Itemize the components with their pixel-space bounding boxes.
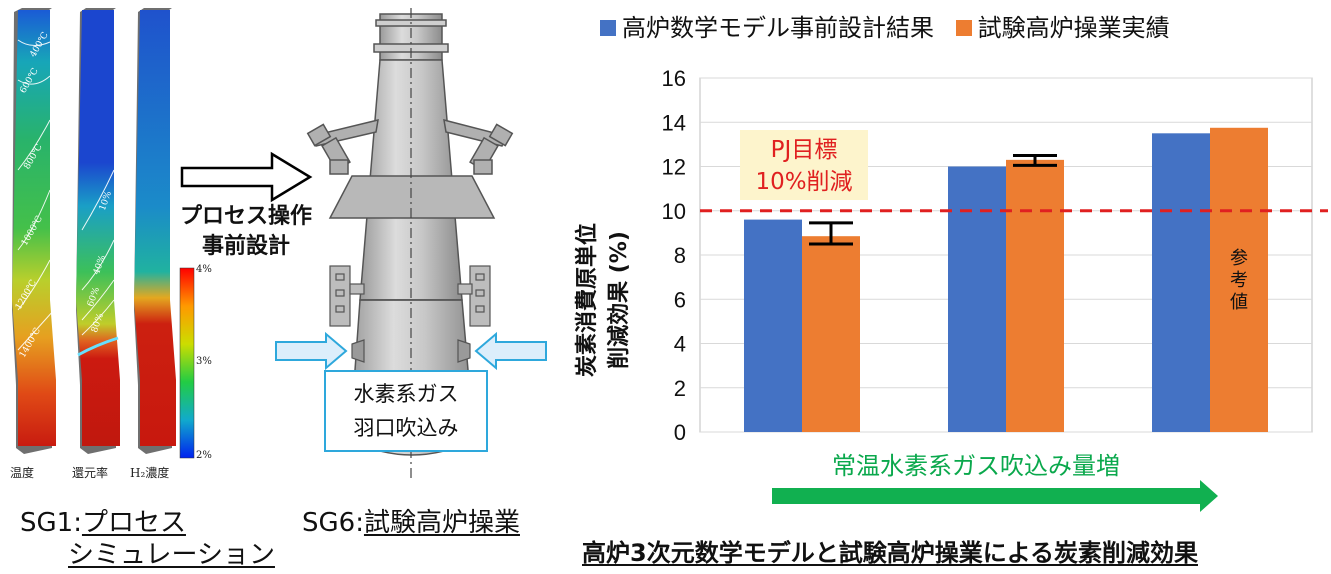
arrow-label-line: 事前設計 — [201, 234, 290, 259]
bar-1-3 — [1152, 133, 1210, 432]
x-axis-label: 常温水素系ガス吹込み量増 — [832, 452, 1120, 480]
bar-2-3 — [1210, 127, 1268, 432]
bar-2-2 — [1006, 159, 1064, 433]
reduction-panel — [76, 8, 120, 454]
y-tick-label: 10 — [662, 199, 686, 224]
target-label: PJ目標 10%削減 — [740, 130, 868, 200]
injection-label-line: 羽口吹込み — [353, 416, 459, 440]
injection-arrow-right-icon — [474, 331, 547, 371]
hydrogen-injection-label: 水素系ガス 羽口吹込み — [324, 370, 488, 452]
panel-label-h2: H₂濃度 — [130, 466, 170, 480]
bar-1-2 — [948, 166, 1006, 432]
y-tick-label: 6 — [674, 287, 686, 312]
panel-label-reduction: 還元率 — [72, 466, 109, 480]
target-label-line: 10%削減 — [755, 169, 853, 195]
legend-swatch-series-1 — [600, 20, 616, 36]
sg6-caption: SG6:試験高炉操業 — [302, 506, 520, 540]
arrow-label: プロセス操作 事前設計 — [172, 202, 320, 262]
h2-panel — [134, 8, 176, 454]
panel-label-temperature: 温度 — [10, 466, 35, 480]
colorbar — [179, 267, 195, 459]
target-label-line: PJ目標 — [770, 137, 838, 163]
y-tick-label: 8 — [674, 243, 686, 268]
y-tick-label: 4 — [674, 332, 686, 357]
sg1-prefix: SG1: — [20, 508, 82, 538]
colorbar-tick: 4% — [196, 264, 212, 275]
y-tick-label: 0 — [674, 420, 686, 445]
sg1-caption-line2: シミュレーション — [68, 540, 275, 570]
bar-1-1 — [744, 219, 802, 432]
sg6-prefix: SG6: — [302, 508, 364, 538]
y-tick-label: 2 — [674, 376, 686, 401]
sg1-line1: プロセス — [81, 508, 186, 538]
chart-caption: 高炉3次元数学モデルと試験高炉操業による炭素削減効果 — [582, 539, 1198, 567]
y-tick-label: 12 — [662, 155, 686, 180]
injection-label-line: 水素系ガス — [353, 382, 459, 406]
y-tick-label: 14 — [662, 110, 686, 135]
temperature-panel — [12, 8, 56, 454]
bar-2-1 — [802, 236, 860, 432]
colorbar-tick: 2% — [196, 450, 212, 461]
sg1-caption: SG1:プロセス — [20, 506, 186, 540]
chart-legend: 高炉数学モデル事前設計結果 試験高炉操業実績 — [600, 12, 1170, 43]
bar-annotation: 参考値 — [1230, 248, 1248, 313]
legend-swatch-series-2 — [955, 20, 972, 36]
sg6-text: 試験高炉操業 — [363, 508, 520, 538]
arrow-label-line: プロセス操作 — [179, 204, 312, 229]
colorbar-tick: 3% — [196, 356, 212, 367]
injection-arrow-left-icon — [275, 331, 348, 371]
y-tick-label: 16 — [662, 66, 686, 91]
legend-label-series-2: 試験高炉操業実績 — [977, 14, 1170, 42]
legend-label-series-1: 高炉数学モデル事前設計結果 — [622, 14, 934, 42]
